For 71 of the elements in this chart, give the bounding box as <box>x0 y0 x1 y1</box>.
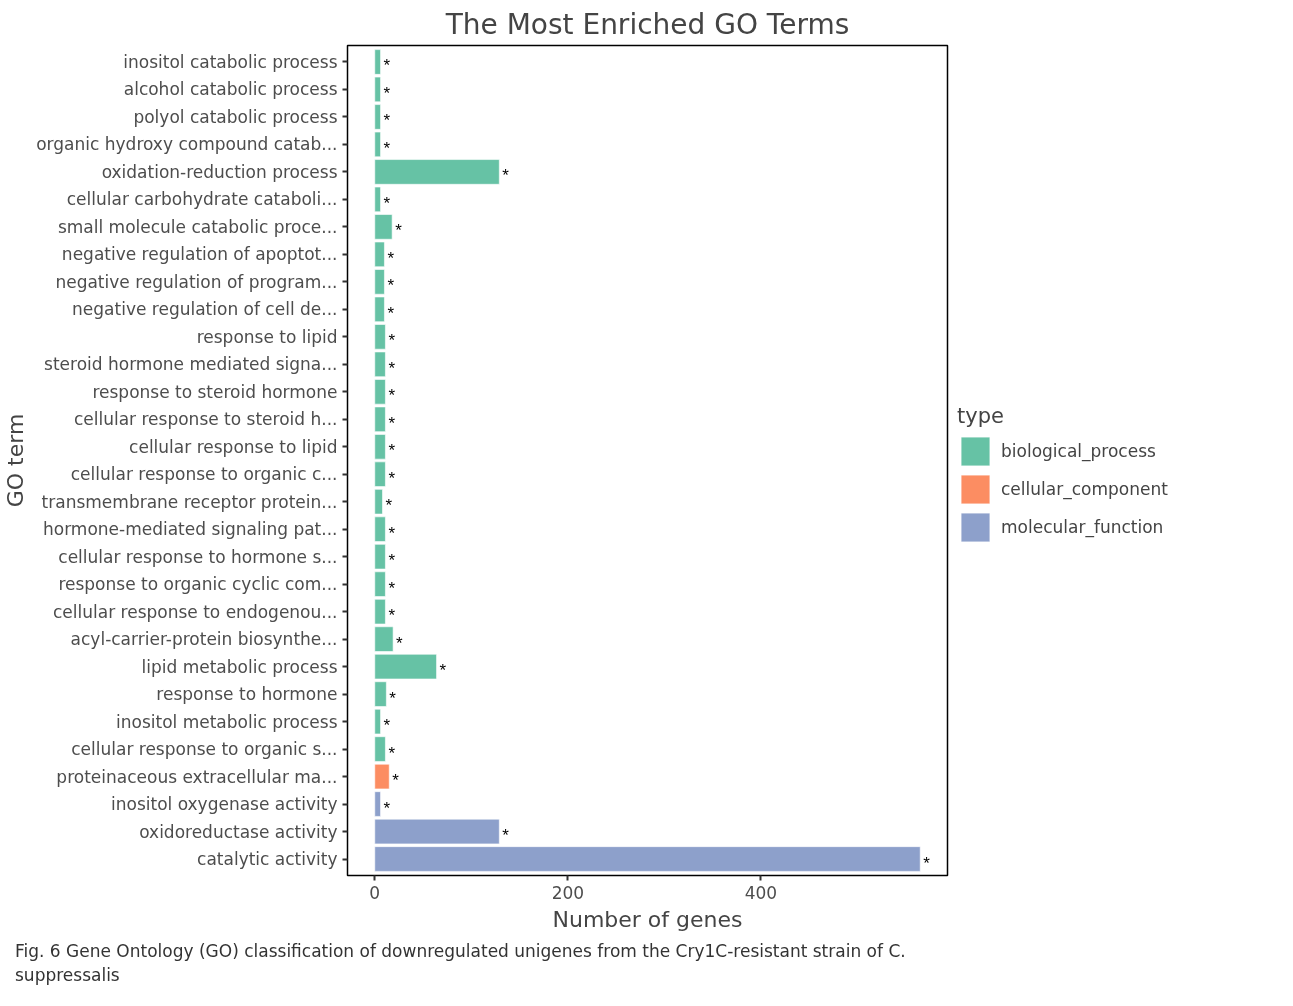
x-tick-label: 0 <box>369 882 381 903</box>
y-tick-label: cellular response to organic c... <box>70 464 338 485</box>
data-label: * <box>388 468 396 488</box>
y-tick-label: small molecule catabolic proce... <box>57 216 338 237</box>
data-label: * <box>383 193 391 213</box>
data-label: * <box>388 743 396 763</box>
y-tick-label: response to organic cyclic com... <box>58 574 338 595</box>
data-label: * <box>502 826 510 846</box>
y-tick-label: alcohol catabolic process <box>123 79 338 100</box>
y-tick-label: oxidation-reduction process <box>101 161 338 182</box>
data-label: * <box>389 688 397 708</box>
y-tick-label: cellular response to lipid <box>129 436 338 457</box>
y-tick-label: inositol metabolic process <box>116 711 338 732</box>
legend-title: type <box>957 404 1005 428</box>
x-tick-label: 200 <box>551 882 585 903</box>
data-label: * <box>388 523 396 543</box>
y-tick-label: cellular response to endogenou... <box>53 601 338 622</box>
data-label: * <box>395 221 403 241</box>
y-tick-label: negative regulation of cell de... <box>72 299 338 320</box>
data-label: * <box>388 413 396 433</box>
data-label: * <box>383 56 391 76</box>
y-tick-label: catalytic activity <box>197 849 338 870</box>
y-tick-label: response to steroid hormone <box>92 381 338 402</box>
y-tick-label: polyol catabolic process <box>133 106 338 127</box>
y-tick-label: cellular response to organic s... <box>71 739 338 760</box>
data-label: * <box>387 248 395 268</box>
data-label: * <box>392 771 400 791</box>
y-tick-label: inositol oxygenase activity <box>111 794 338 815</box>
chart-title: The Most Enriched GO Terms <box>444 7 850 41</box>
legend-label: biological_process <box>1001 441 1156 461</box>
y-tick-label: negative regulation of program... <box>55 271 338 292</box>
data-label: * <box>388 441 396 461</box>
y-tick-label: steroid hormone mediated signa... <box>44 354 338 375</box>
y-tick-label: hormone-mediated signaling pat... <box>42 519 338 540</box>
legend-label: cellular_component <box>1001 479 1168 499</box>
y-tick-label: cellular response to hormone s... <box>58 546 338 567</box>
data-label: * <box>383 716 391 736</box>
data-label: * <box>383 83 391 103</box>
y-tick-label: negative regulation of apoptot... <box>61 244 338 265</box>
data-label: * <box>387 303 395 323</box>
data-label: * <box>387 276 395 296</box>
y-tick-label: organic hydroxy compound catab... <box>36 134 338 155</box>
y-tick-label: lipid metabolic process <box>141 656 338 677</box>
y-tick-label: cellular response to steroid h... <box>73 409 338 430</box>
data-label: * <box>396 633 404 653</box>
data-label: * <box>385 496 393 516</box>
data-label: * <box>502 166 510 186</box>
data-label: * <box>388 578 396 598</box>
data-label: * <box>388 386 396 406</box>
x-axis-title: Number of genes <box>552 906 743 932</box>
data-label: * <box>439 661 447 681</box>
data-label: * <box>383 111 391 131</box>
y-tick-label: response to hormone <box>156 684 338 705</box>
y-axis-title: GO term <box>3 413 29 508</box>
y-tick-label: acyl-carrier-protein biosynthe... <box>70 629 338 650</box>
y-tick-label: inositol catabolic process <box>123 51 338 72</box>
legend-label: molecular_function <box>1001 517 1164 537</box>
data-label: * <box>388 331 396 351</box>
data-label: * <box>388 551 396 571</box>
y-tick-label: proteinaceous extracellular ma... <box>56 766 338 787</box>
y-tick-label: cellular carbohydrate cataboli... <box>66 189 338 210</box>
data-label: * <box>388 606 396 626</box>
x-tick-label: 400 <box>744 882 778 903</box>
data-label: * <box>383 798 391 818</box>
data-label: * <box>383 138 391 158</box>
y-tick-label: transmembrane receptor protein... <box>41 491 338 512</box>
y-tick-label: oxidoreductase activity <box>139 821 338 842</box>
caption: Fig. 6 Gene Ontology (GO) classification of downregulated unigenes from the Cry1C-resistant strain of C. suppressalis <box>15 940 907 988</box>
y-tick-label: response to lipid <box>196 326 338 347</box>
data-label: * <box>388 358 396 378</box>
data-label: * <box>923 853 931 873</box>
